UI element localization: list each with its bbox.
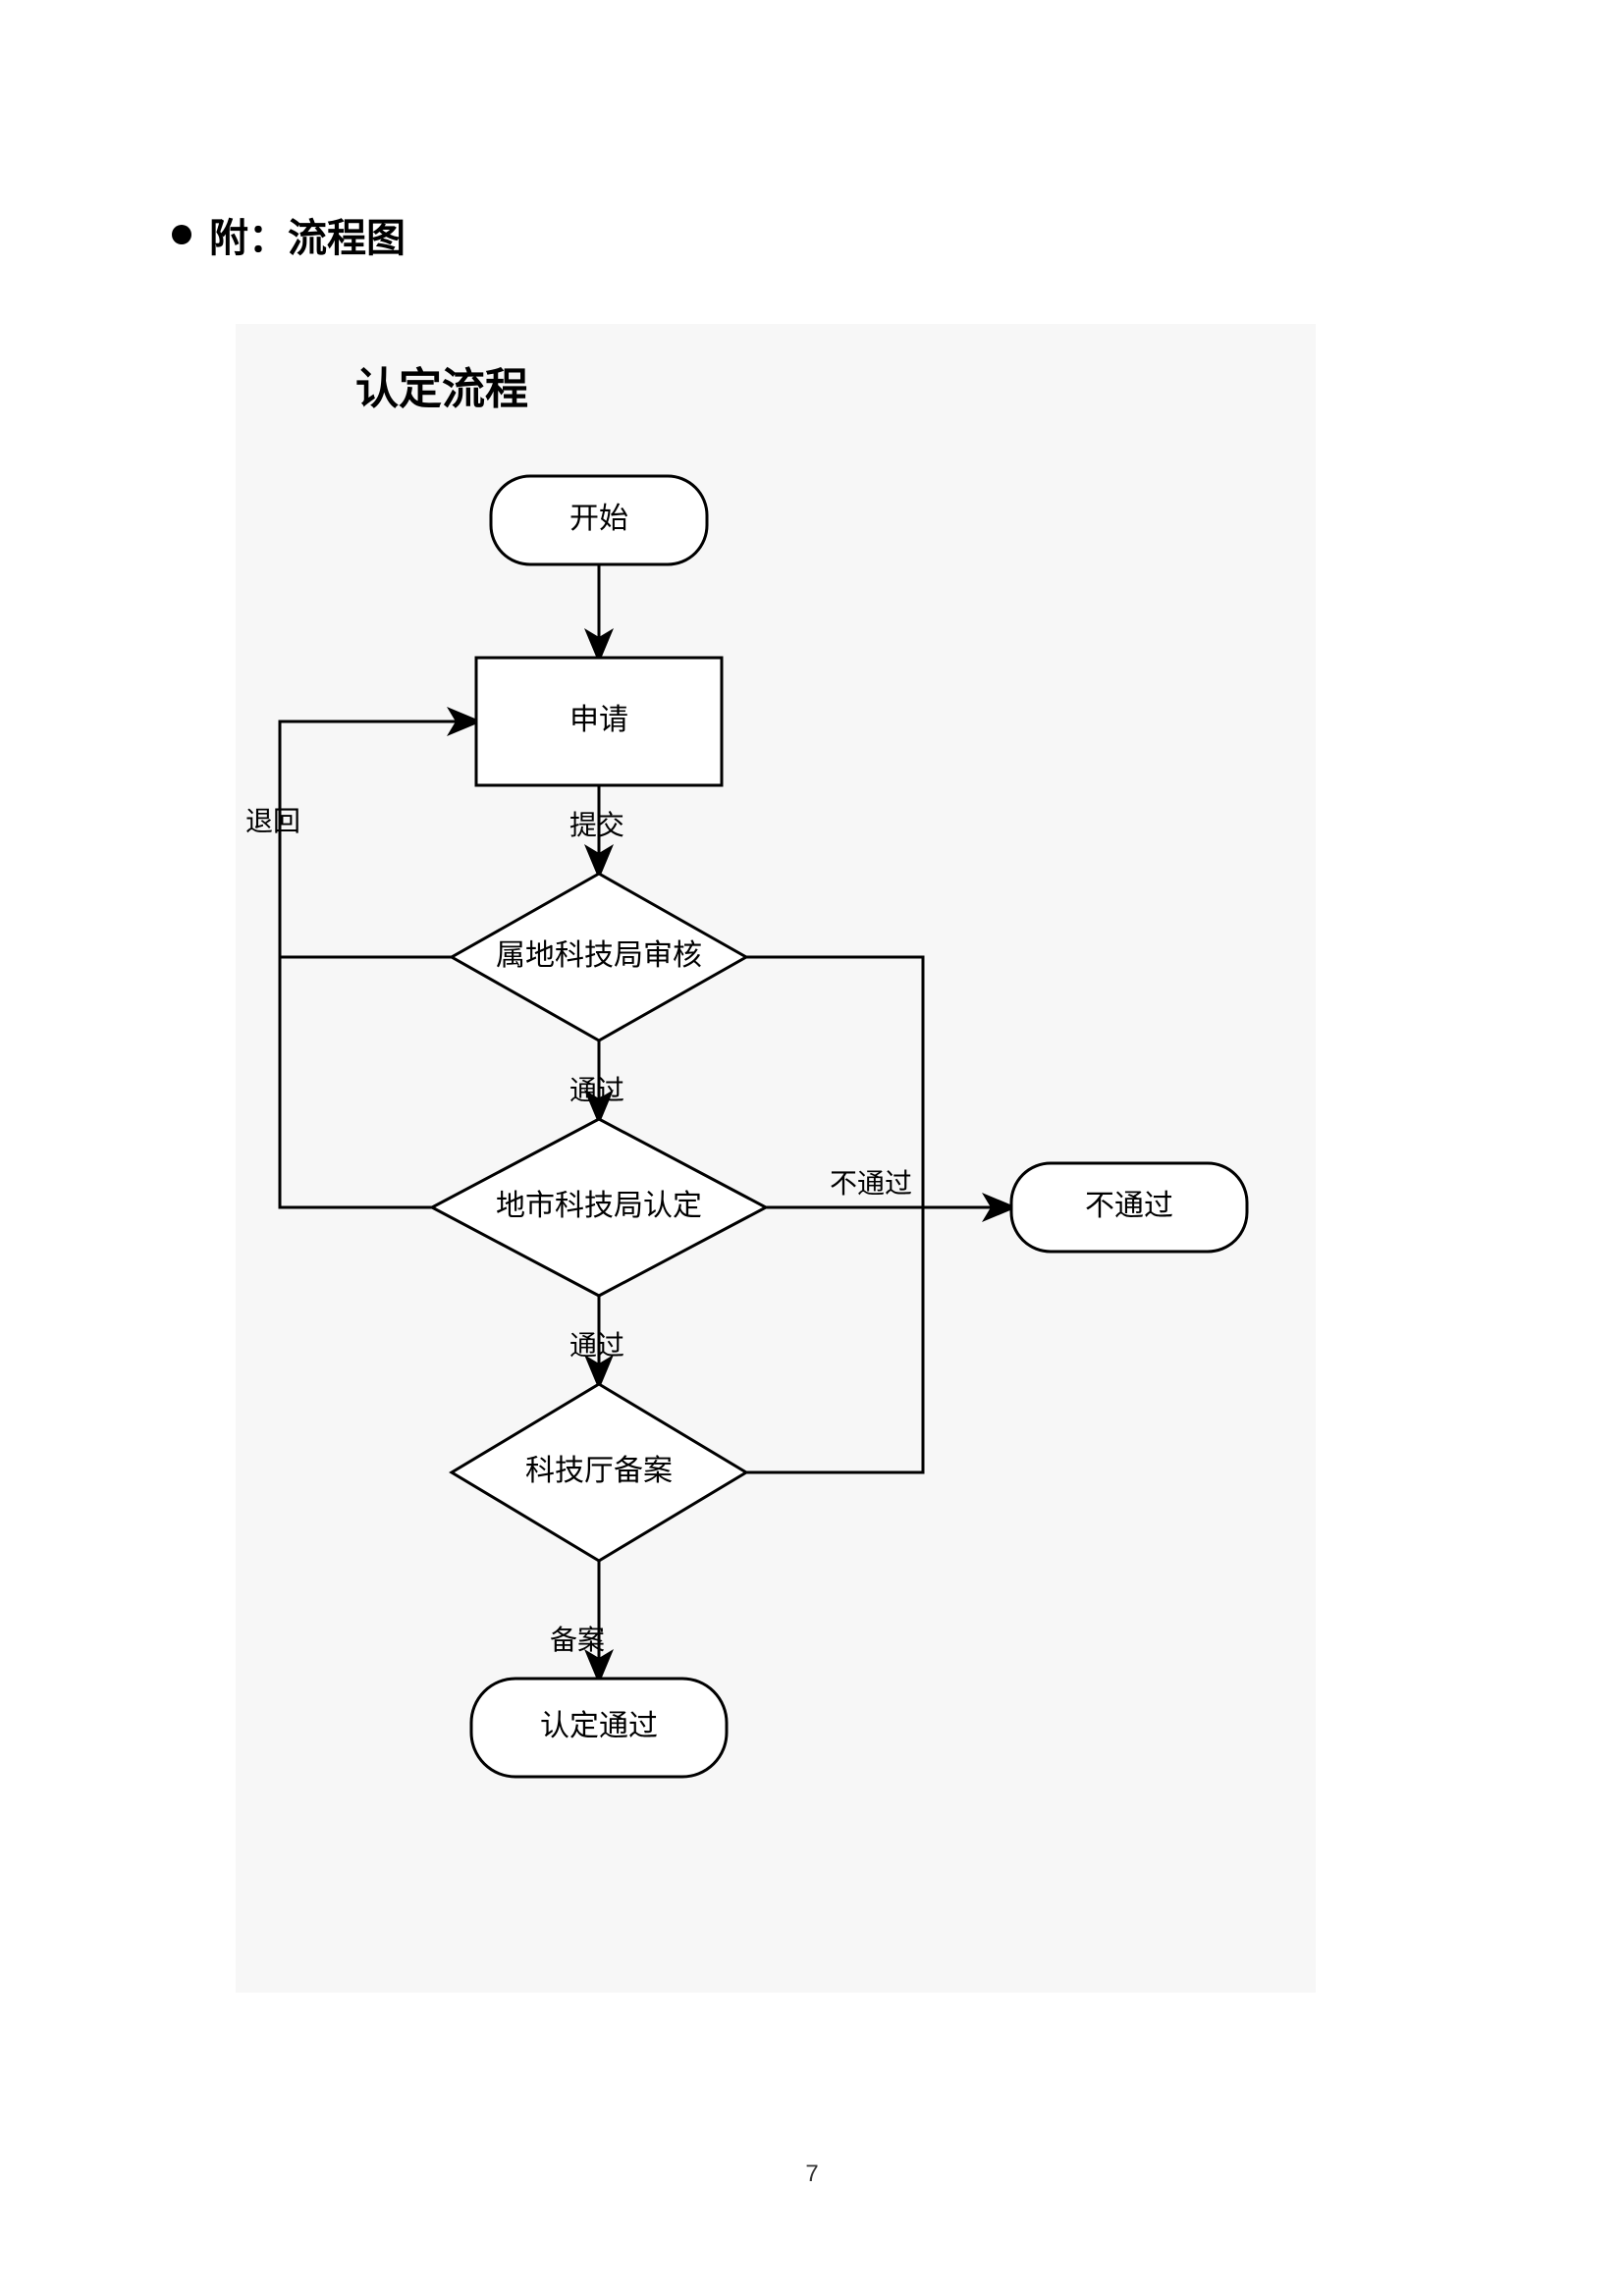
flowchart-svg: 开始申请属地科技局审核地市科技局认定科技厅备案认定通过不通过 提交通过通过备案退…	[236, 324, 1316, 1993]
edge-label-review3-approved: 备案	[550, 1625, 605, 1655]
edge-label-review2-review3: 通过	[569, 1330, 624, 1361]
node-label-apply: 申请	[569, 704, 628, 736]
edge-label-review1-review2: 通过	[569, 1075, 624, 1105]
node-label-start: 开始	[569, 503, 628, 535]
node-label-review2: 地市科技局认定	[496, 1190, 702, 1222]
node-label-review1: 属地科技局审核	[496, 939, 702, 972]
heading-row: 附：流程图	[172, 206, 406, 263]
edge-review1-apply	[280, 721, 476, 957]
node-label-approved: 认定通过	[540, 1710, 658, 1742]
heading-text: 附：流程图	[209, 206, 406, 263]
edge-review3-rejected	[746, 1207, 923, 1472]
bullet-icon	[172, 225, 191, 244]
flowchart-panel: 认定流程 开始申请属地科技局审核地市科技局认定科技厅备案认定通过不通过 提交通过…	[236, 324, 1316, 1993]
page-number: 7	[0, 2161, 1624, 2188]
edge-label-review1-apply: 退回	[245, 806, 300, 836]
node-label-rejected: 不通过	[1085, 1190, 1173, 1222]
node-label-review3: 科技厅备案	[525, 1455, 673, 1487]
edge-label-review2-rejected: 不通过	[830, 1168, 912, 1199]
edge-label-apply-review1: 提交	[569, 810, 624, 840]
edge-review2-apply	[280, 957, 432, 1207]
